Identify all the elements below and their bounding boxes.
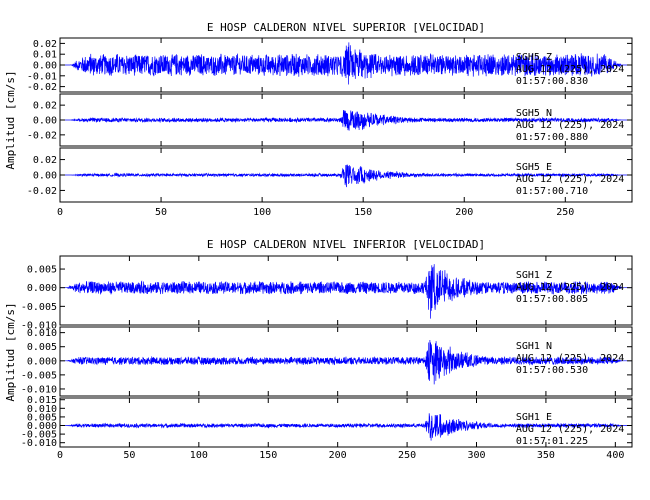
- y-tick-label: 0.005: [27, 265, 57, 276]
- y-tick-label: -0.01: [27, 71, 57, 82]
- y-tick-label: 0.015: [27, 395, 57, 406]
- date-label: AUG 12 (225), 2024: [516, 424, 624, 435]
- time-label: 01:57:00.530: [516, 365, 588, 376]
- x-tick-label: 400: [606, 450, 624, 461]
- y-tick-label: -0.010: [21, 438, 57, 449]
- y-tick-label: 0.02: [33, 39, 57, 50]
- y-tick-label: 0.000: [27, 356, 57, 367]
- x-tick-label: 50: [155, 207, 167, 218]
- date-label: AUG 12 (225), 2024: [516, 353, 624, 364]
- date-label: AUG 12 (225), 2024: [516, 120, 624, 131]
- y-tick-label: -0.005: [21, 430, 57, 441]
- y-tick-label: 0.00: [33, 61, 57, 72]
- y-axis-label: Amplitud [cm/s]: [4, 302, 17, 401]
- station-label: SGH5 N: [516, 108, 552, 119]
- x-tick-label: 100: [253, 207, 271, 218]
- x-tick-label: 250: [398, 450, 416, 461]
- station-label: SGH5 E: [516, 162, 552, 173]
- time-label: 01:57:01.225: [516, 436, 588, 447]
- waveform-SGH5-Z: [60, 42, 632, 85]
- x-tick-label: 50: [123, 450, 135, 461]
- x-tick-label: 0: [57, 450, 63, 461]
- x-tick-label: 350: [537, 450, 555, 461]
- waveform-SGH1-Z: [60, 264, 632, 319]
- date-label: AUG 12 (225), 2024: [516, 64, 624, 75]
- waveform-SGH5-N: [60, 109, 632, 131]
- y-tick-label: -0.02: [27, 130, 57, 141]
- x-tick-label: 250: [556, 207, 574, 218]
- time-label: 01:57:00.880: [516, 132, 588, 143]
- date-label: AUG 12 (225), 2024: [516, 282, 624, 293]
- x-tick-label: 150: [354, 207, 372, 218]
- y-tick-label: -0.02: [27, 186, 57, 197]
- y-tick-label: -0.02: [27, 82, 57, 93]
- y-axis-label: Amplitud [cm/s]: [4, 70, 17, 169]
- time-label: 01:57:00.830: [516, 76, 588, 87]
- y-tick-label: 0.010: [27, 404, 57, 415]
- chart-title: E HOSP CALDERON NIVEL SUPERIOR [VELOCIDA…: [207, 21, 485, 34]
- y-tick-label: 0.01: [33, 50, 57, 61]
- x-tick-label: 200: [329, 450, 347, 461]
- y-tick-label: -0.010: [21, 321, 57, 332]
- date-label: AUG 12 (225), 2024: [516, 174, 624, 185]
- y-tick-label: 0.010: [27, 328, 57, 339]
- panel-frame: [59, 397, 633, 448]
- x-tick-label: 200: [455, 207, 473, 218]
- x-tick-label: 100: [190, 450, 208, 461]
- waveform-SGH1-E: [60, 413, 632, 441]
- time-label: 01:57:00.805: [516, 294, 588, 305]
- station-label: SGH1 Z: [516, 270, 552, 281]
- y-tick-label: 0.005: [27, 412, 57, 423]
- y-tick-label: 0.02: [33, 101, 57, 112]
- chart-1: E HOSP CALDERON NIVEL SUPERIOR [VELOCIDA…: [4, 21, 633, 218]
- waveform-SGH1-N: [60, 339, 632, 385]
- y-tick-label: 0.02: [33, 155, 57, 166]
- y-tick-label: 0.005: [27, 342, 57, 353]
- chart-2: E HOSP CALDERON NIVEL INFERIOR [VELOCIDA…: [4, 238, 633, 461]
- x-tick-label: 0: [57, 207, 63, 218]
- y-tick-label: -0.010: [21, 384, 57, 395]
- time-label: 01:57:00.710: [516, 186, 588, 197]
- x-tick-label: 150: [259, 450, 277, 461]
- waveform-SGH5-E: [60, 164, 632, 188]
- station-label: SGH1 N: [516, 341, 552, 352]
- chart-title: E HOSP CALDERON NIVEL INFERIOR [VELOCIDA…: [207, 238, 485, 251]
- y-tick-label: 0.00: [33, 171, 57, 182]
- y-tick-label: -0.005: [21, 370, 57, 381]
- panel-frame: [59, 326, 633, 397]
- y-tick-label: 0.000: [27, 421, 57, 432]
- x-tick-label: 300: [467, 450, 485, 461]
- station-label: SGH5 Z: [516, 52, 552, 63]
- panel-frame: [59, 255, 633, 326]
- y-tick-label: 0.000: [27, 283, 57, 294]
- station-label: SGH1 E: [516, 412, 552, 423]
- y-tick-label: 0.00: [33, 116, 57, 127]
- y-tick-label: -0.005: [21, 302, 57, 313]
